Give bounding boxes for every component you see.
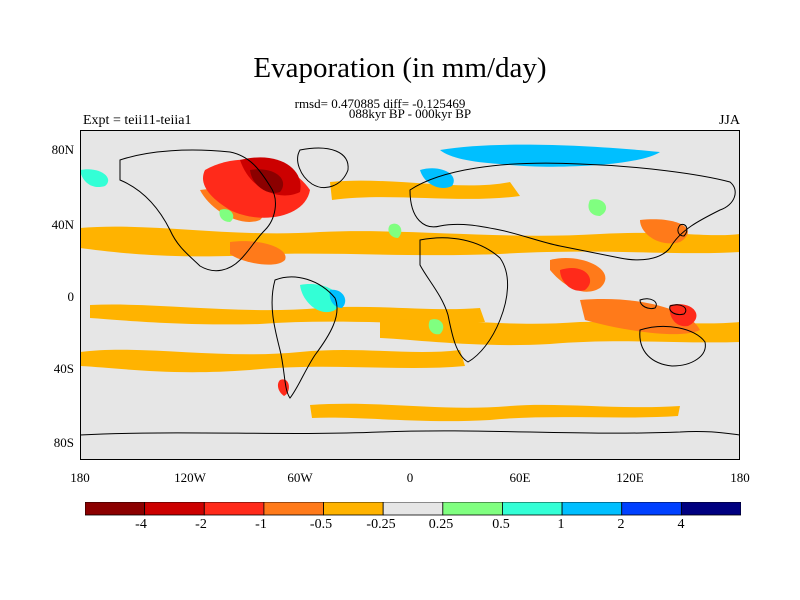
lon-label-60e: 60E	[509, 470, 531, 485]
colorbar-label-pos05: 0.5	[492, 517, 510, 532]
band-south-subtropics	[80, 349, 465, 373]
lon-label-180w: 180	[70, 470, 90, 485]
colorbar-label-pos4: 4	[677, 517, 685, 532]
comparison-line: 088kyr BP - 000kyr BP	[348, 106, 472, 121]
lat-label-40s: 40S	[53, 361, 74, 376]
lon-label-0: 0	[406, 470, 414, 485]
colorbar	[85, 502, 741, 516]
band-tropics-a	[90, 304, 485, 325]
lon-label-180e: 180	[730, 470, 750, 485]
lat-label-80n: 80N	[51, 142, 74, 157]
evaporation-map	[80, 130, 740, 460]
band-southern-ocean	[310, 403, 680, 422]
coastlines	[80, 147, 740, 436]
colorbar-label-neg1: -1	[255, 517, 267, 532]
lon-label-120w: 120W	[174, 470, 206, 485]
arctic-positive-anomaly	[440, 144, 660, 167]
colorbar-label-neg05: -0.5	[309, 517, 333, 532]
band-north-atlantic	[330, 180, 520, 200]
experiment-label: Expt = teii11-teiia1	[83, 113, 192, 128]
stats-line: rmsd= 0.470885 diff= -0.125469	[294, 96, 466, 111]
colorbar-label-neg2: -2	[195, 517, 207, 532]
lat-label-eq: 0	[67, 289, 75, 304]
lat-label-40n: 40N	[51, 217, 74, 232]
lon-label-60w: 60W	[287, 470, 313, 485]
anomaly-fields	[80, 144, 740, 422]
colorbar-label-neg4: -4	[135, 517, 147, 532]
lon-label-120e: 120E	[616, 470, 644, 485]
season-label: JJA	[718, 113, 740, 128]
colorbar-label-pos1: 1	[557, 517, 565, 532]
colorbar-label-pos025: 0.25	[428, 517, 454, 532]
map-title: Evaporation (in mm/day)	[253, 52, 547, 84]
map-frame	[80, 130, 740, 460]
colorbar-label-neg025: -0.25	[366, 517, 396, 532]
colorbar-label-pos2: 2	[617, 517, 625, 532]
lat-label-80s: 80S	[53, 435, 74, 450]
